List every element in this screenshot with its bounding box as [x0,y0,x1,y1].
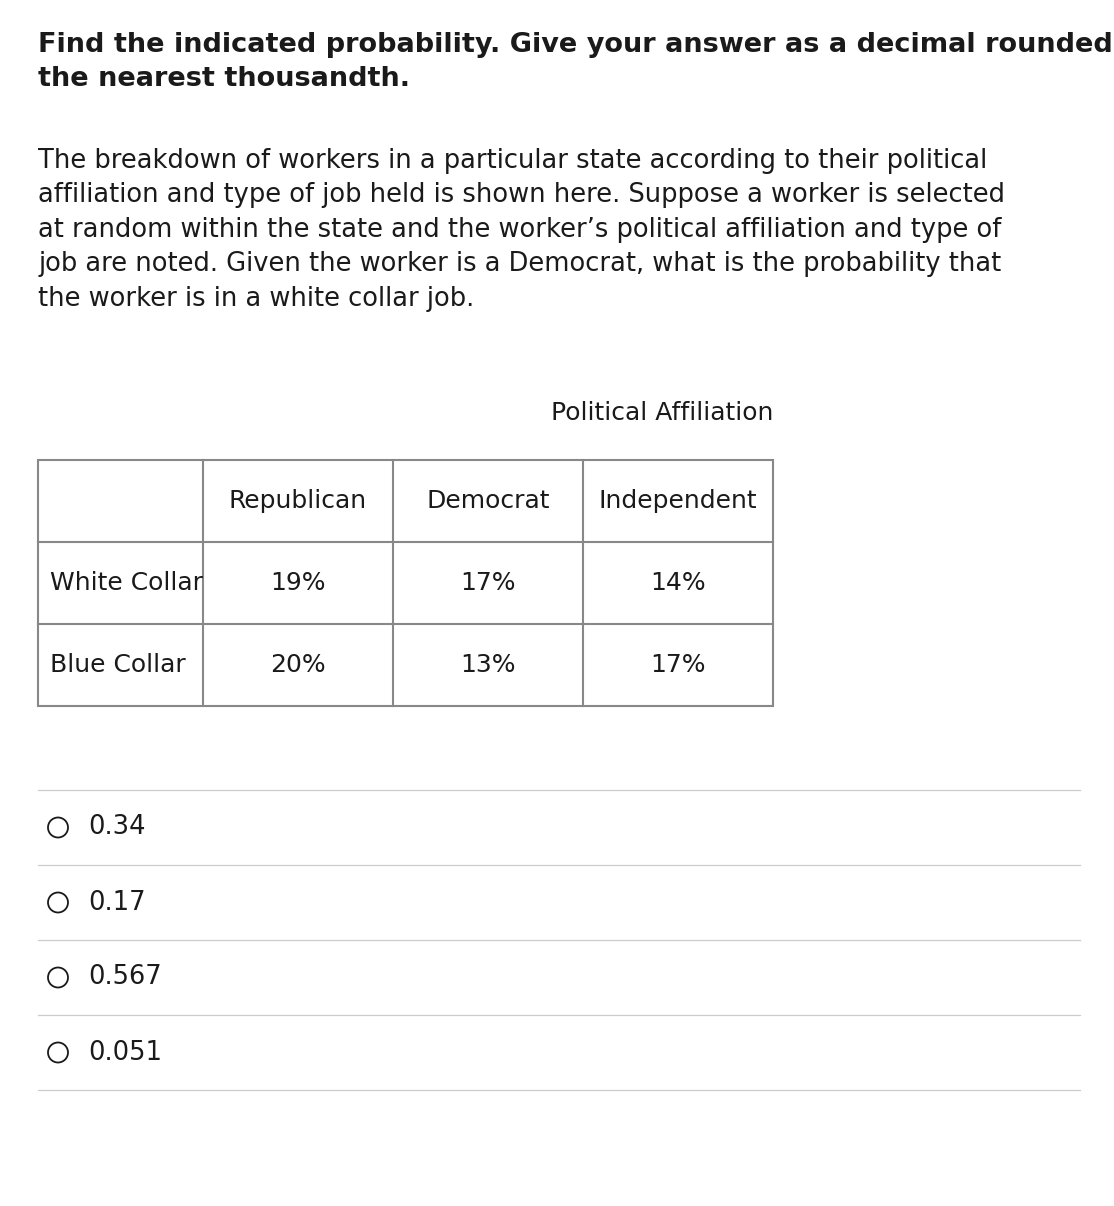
Text: 13%: 13% [460,652,516,677]
Text: 19%: 19% [271,570,325,595]
Text: Political Affiliation: Political Affiliation [550,402,773,425]
Text: 17%: 17% [460,570,516,595]
Text: 0.17: 0.17 [88,890,146,915]
Text: Republican: Republican [229,488,367,513]
Text: Blue Collar: Blue Collar [50,652,186,677]
Text: Democrat: Democrat [427,488,549,513]
Text: 0.567: 0.567 [88,965,162,990]
Text: 0.34: 0.34 [88,814,146,841]
Text: White Collar: White Collar [50,570,203,595]
Text: 20%: 20% [271,652,325,677]
Text: 17%: 17% [651,652,706,677]
Text: 14%: 14% [651,570,706,595]
Text: 0.051: 0.051 [88,1040,162,1065]
Bar [38,459,773,706]
Text: Find the indicated probability. Give your answer as a decimal rounded to
the nea: Find the indicated probability. Give you… [38,33,1114,92]
Text: The breakdown of workers in a particular state according to their political
affi: The breakdown of workers in a particular… [38,148,1005,311]
Text: Independent: Independent [598,488,758,513]
